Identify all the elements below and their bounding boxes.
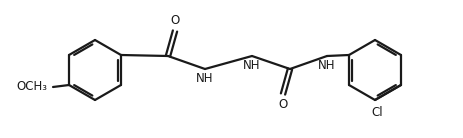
Text: O: O [170, 14, 179, 27]
Text: Cl: Cl [370, 106, 382, 119]
Text: NH: NH [318, 59, 335, 72]
Text: NH: NH [243, 59, 260, 72]
Text: NH: NH [196, 72, 213, 85]
Text: O: O [278, 98, 287, 111]
Text: OCH₃: OCH₃ [16, 80, 47, 94]
